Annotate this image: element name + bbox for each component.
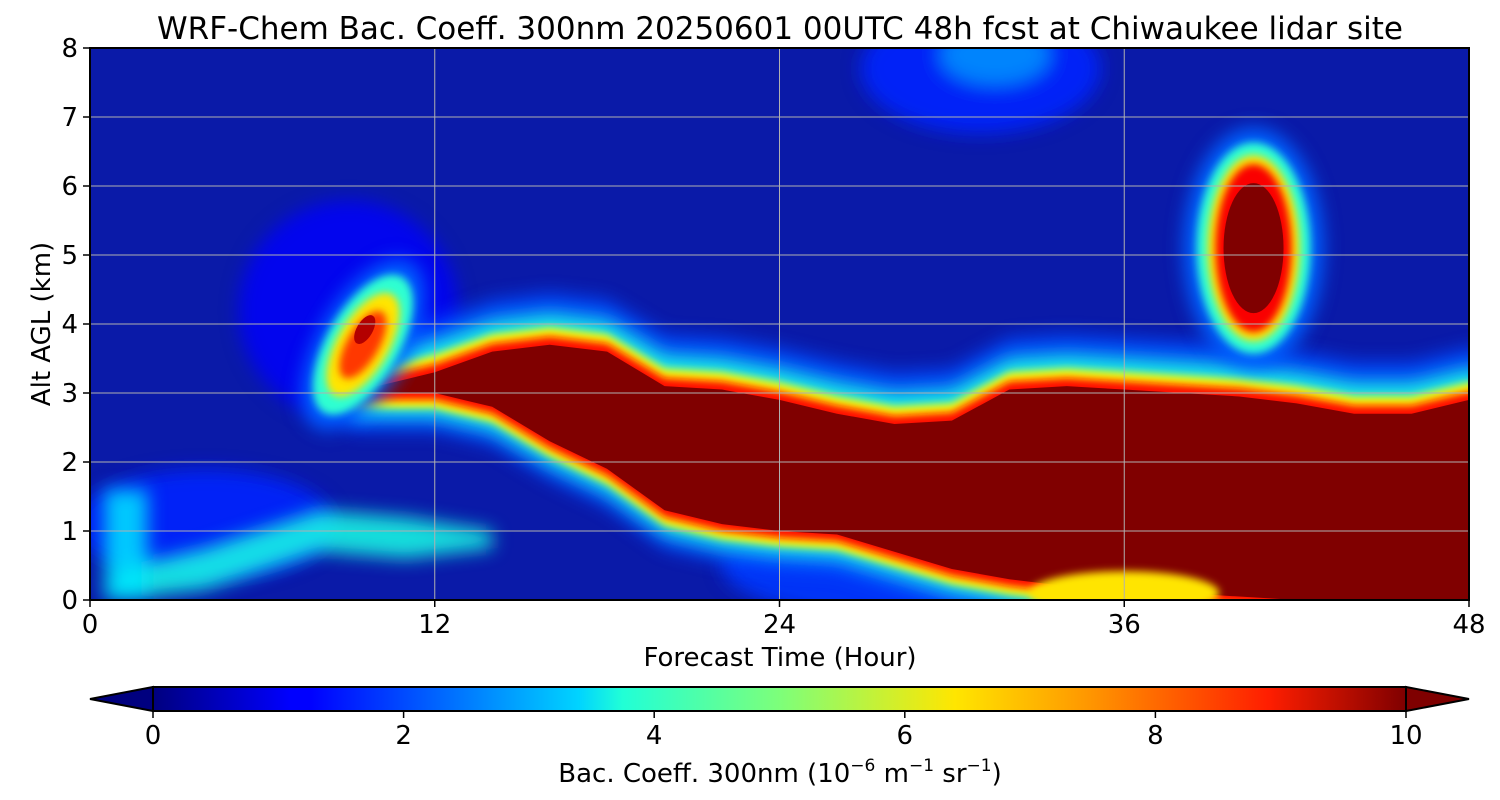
y-tick-label-0: 0: [61, 586, 78, 616]
colorbar: 0 2 4 6 8 10 Bac. Coeff. 300nm (10−6 m−1 sr−1…: [89, 685, 1470, 789]
x-axis-label: Forecast Time (Hour): [643, 643, 916, 673]
lower-blob: [301, 259, 425, 430]
band-shape: [104, 510, 493, 600]
grid-lines: [90, 48, 1469, 600]
x-axis: 0 12 24 36 48: [82, 600, 1486, 640]
y-tick-label-7: 7: [61, 103, 78, 133]
y-axis: 0 1 2 3 4 5 6 7 8: [61, 34, 90, 616]
y-axis-label: Alt AGL (km): [27, 242, 57, 406]
lower-blob-core: [354, 315, 376, 344]
colorbar-tick-label-2: 4: [646, 721, 663, 751]
colorbar-tick-label-3: 6: [897, 721, 914, 751]
chart-title: WRF-Chem Bac. Coeff. 300nm 20250601 00UT…: [157, 11, 1403, 47]
colorbar-label-end: sr: [934, 759, 967, 789]
colorbar-ticks: 0 2 4 6 8 10: [145, 711, 1423, 751]
colorbar-label-exp1: −6: [850, 756, 875, 776]
lower-blob-ring-3: [339, 310, 387, 379]
y-tick-label-8: 8: [61, 34, 78, 64]
colorbar-tick-label-4: 8: [1147, 721, 1164, 751]
colorbar-label-close: ): [992, 759, 1002, 789]
plume-core: [348, 344, 1469, 600]
colorbar-label-exp2: −1: [909, 756, 934, 776]
colorbar-extend-max: [1405, 685, 1470, 713]
band-left-edge: [104, 489, 148, 600]
plot-area: [90, 48, 1469, 600]
y-tick-label-6: 6: [61, 172, 78, 202]
colorbar-tick-label-0: 0: [145, 721, 162, 751]
colorbar-label-mid: m: [875, 759, 909, 789]
x-tick-label-1: 12: [418, 610, 451, 640]
y-tick-label-1: 1: [61, 517, 78, 547]
colorbar-extend-min: [89, 685, 154, 713]
colorbar-label: Bac. Coeff. 300nm (10−6 m−1 sr−1): [558, 756, 1001, 789]
heatmap-field: [90, 48, 1469, 600]
colorbar-tick-label-1: 2: [395, 721, 412, 751]
x-tick-label-2: 24: [763, 610, 796, 640]
colorbar-label-main: Bac. Coeff. 300nm (10: [558, 759, 850, 789]
colorbar-tick-label-5: 10: [1389, 721, 1422, 751]
upper-aerosol-core: [939, 48, 1050, 85]
y-tick-label-2: 2: [61, 448, 78, 478]
boundary-layer-band: [104, 489, 493, 600]
y-tick-label-3: 3: [61, 379, 78, 409]
y-tick-label-5: 5: [61, 241, 78, 271]
colorbar-label-exp3: −1: [967, 756, 992, 776]
x-tick-label-3: 36: [1108, 610, 1141, 640]
upper-blob-core: [1223, 183, 1284, 314]
y-tick-label-4: 4: [61, 310, 78, 340]
x-tick-label-4: 48: [1452, 610, 1485, 640]
x-tick-label-0: 0: [82, 610, 99, 640]
colorbar-gradient: [152, 686, 1407, 712]
